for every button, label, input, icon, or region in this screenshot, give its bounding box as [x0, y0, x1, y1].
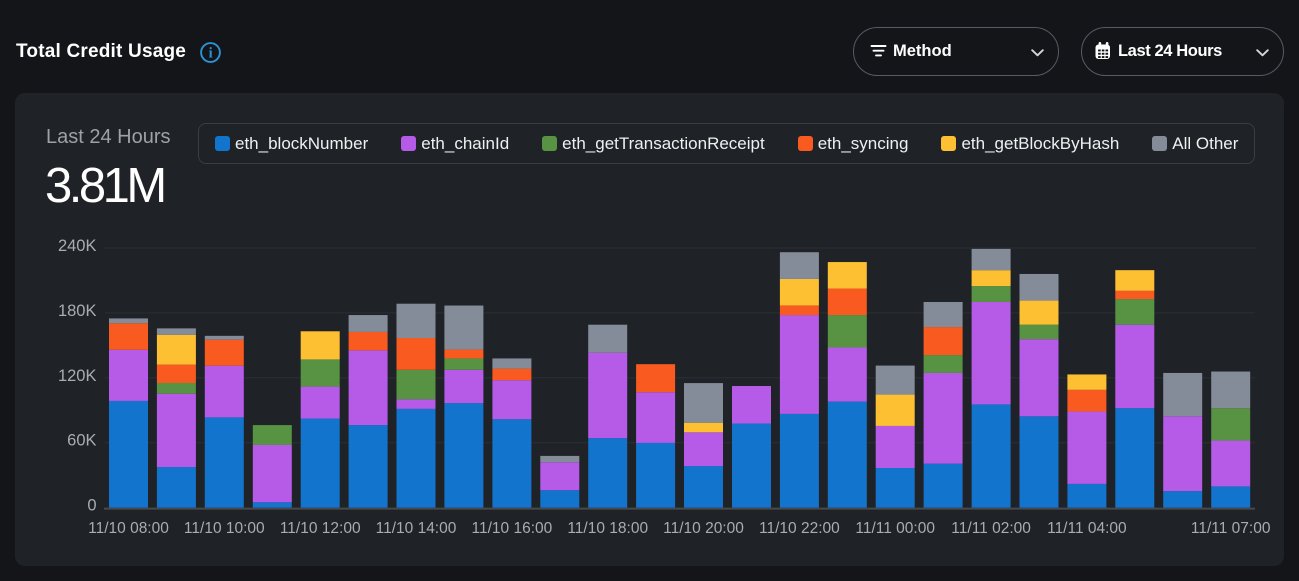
svg-text:11/11 02:00: 11/11 02:00	[951, 520, 1031, 537]
svg-text:240K: 240K	[58, 237, 97, 255]
svg-text:11/10 20:00: 11/10 20:00	[663, 520, 744, 537]
svg-text:11/10 22:00: 11/10 22:00	[759, 520, 840, 537]
svg-text:0: 0	[87, 497, 96, 515]
svg-text:11/10 08:00: 11/10 08:00	[88, 520, 169, 537]
svg-text:11/11 00:00: 11/11 00:00	[855, 520, 935, 537]
svg-text:11/10 14:00: 11/10 14:00	[376, 520, 457, 537]
svg-text:11/10 18:00: 11/10 18:00	[567, 520, 648, 537]
svg-text:60K: 60K	[67, 432, 96, 450]
svg-text:i: i	[209, 45, 213, 61]
svg-text:180K: 180K	[58, 302, 97, 320]
svg-text:11/11 04:00: 11/11 04:00	[1047, 520, 1127, 537]
svg-text:120K: 120K	[58, 367, 97, 385]
svg-text:11/11 07:00: 11/11 07:00	[1191, 520, 1271, 537]
svg-text:11/10 12:00: 11/10 12:00	[280, 520, 361, 537]
svg-text:11/10 10:00: 11/10 10:00	[184, 520, 265, 537]
svg-text:11/10 16:00: 11/10 16:00	[472, 520, 553, 537]
